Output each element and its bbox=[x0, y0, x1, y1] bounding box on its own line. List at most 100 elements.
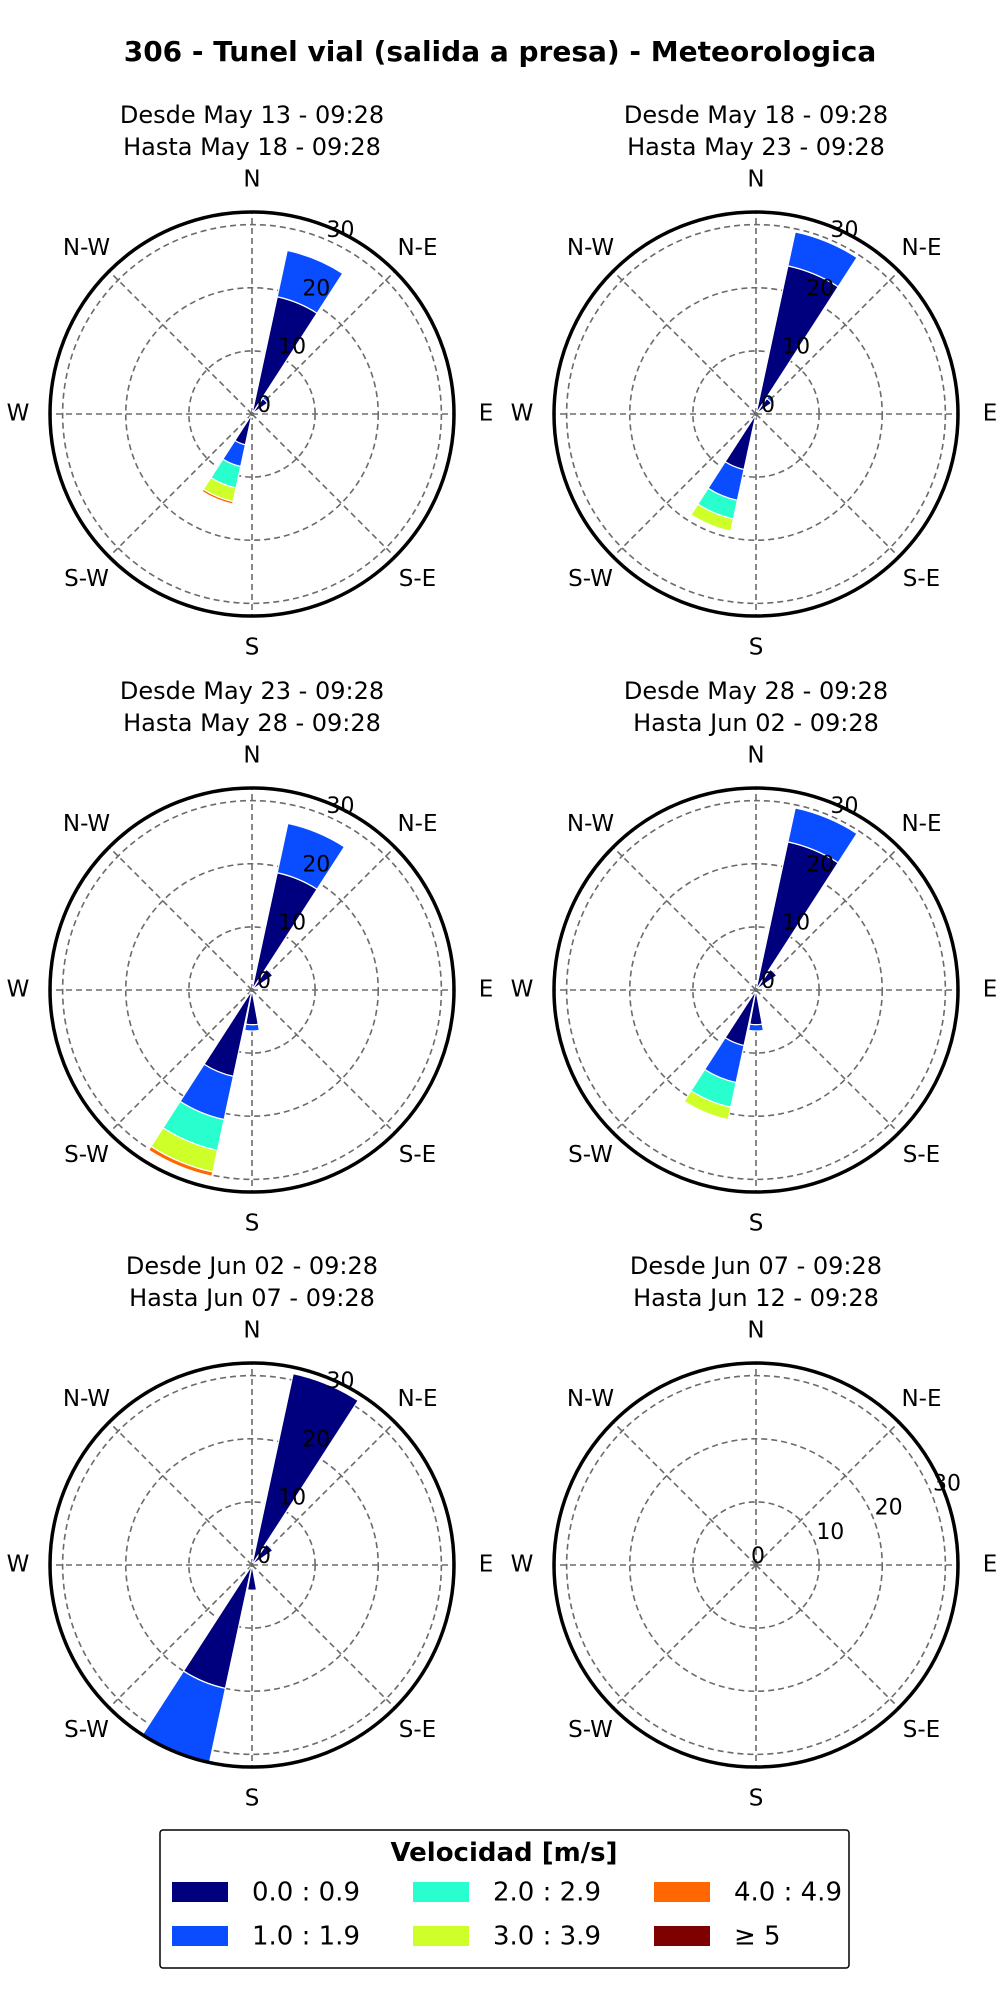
panel-title-to: Hasta Jun 02 - 09:28 bbox=[633, 709, 879, 737]
direction-label: E bbox=[983, 1552, 998, 1578]
direction-label: N bbox=[243, 743, 260, 769]
direction-label: S-E bbox=[399, 1142, 436, 1168]
wind-rose-wedge bbox=[747, 1023, 765, 1032]
angular-grid-line bbox=[108, 1564, 253, 1709]
panel-title-from: Desde Jun 07 - 09:28 bbox=[630, 1252, 882, 1280]
radial-grid-circle bbox=[565, 1374, 947, 1756]
angular-grid-line bbox=[251, 270, 396, 415]
figure-title: 306 - Tunel vial (salida a presa) - Mete… bbox=[124, 35, 877, 68]
direction-label: S-W bbox=[64, 566, 109, 592]
direction-label: S bbox=[749, 1786, 764, 1812]
polar-frame bbox=[48, 210, 456, 618]
direction-label: W bbox=[511, 977, 534, 1003]
direction-label: N-E bbox=[901, 235, 941, 261]
speed-legend: Velocidad [m/s] 0.0 : 0.9 2.0 : 2.9 4.0 : … bbox=[159, 1829, 850, 1969]
wind-rose-wedge bbox=[203, 989, 253, 1078]
angular-grid-line bbox=[612, 413, 757, 558]
direction-label: E bbox=[479, 977, 494, 1003]
wind-rose-panel: Desde May 13 - 09:28 Hasta May 18 - 09:28… bbox=[7, 101, 494, 661]
legend-label: 4.0 : 4.9 bbox=[734, 1878, 842, 1908]
wind-rose-wedge bbox=[251, 1372, 359, 1566]
direction-label: N bbox=[243, 167, 260, 193]
wind-rose-panel: Desde May 18 - 09:28 Hasta May 23 - 09:28… bbox=[511, 101, 998, 661]
angular-grid-line bbox=[251, 1564, 396, 1709]
direction-label: W bbox=[511, 1552, 534, 1578]
direction-label: S-W bbox=[568, 1717, 613, 1743]
wind-rose-wedge bbox=[765, 394, 776, 405]
radial-tick-label: 20 bbox=[806, 276, 834, 301]
panel-title-from: Desde May 23 - 09:28 bbox=[120, 677, 384, 705]
radial-tick-label: 10 bbox=[782, 335, 810, 360]
angular-grid-line bbox=[108, 989, 253, 1134]
wind-rose-wedge bbox=[246, 1564, 258, 1591]
wind-rose-wedge bbox=[724, 413, 757, 471]
radial-tick-label: 0 bbox=[761, 969, 775, 994]
radial-tick-label: 10 bbox=[278, 1486, 306, 1511]
direction-label: S bbox=[749, 1211, 764, 1237]
legend-label: 0.0 : 0.9 bbox=[252, 1878, 360, 1908]
legend-swatch bbox=[654, 1926, 710, 1946]
direction-label: S bbox=[245, 635, 260, 661]
wind-rose-wedge bbox=[251, 968, 274, 991]
legend-label: ≥ 5 bbox=[734, 1922, 781, 1952]
polar-frame bbox=[48, 786, 456, 1194]
legend-swatch bbox=[172, 1882, 228, 1902]
direction-label: W bbox=[511, 401, 534, 427]
radial-tick-label: 0 bbox=[761, 393, 775, 418]
angular-grid-line bbox=[612, 989, 757, 1134]
wind-rose-wedge bbox=[276, 249, 344, 315]
polar-frame bbox=[48, 1361, 456, 1769]
wind-rose-wedge bbox=[201, 488, 234, 505]
polar-frame bbox=[552, 786, 960, 1194]
radial-tick-label: 0 bbox=[257, 393, 271, 418]
radial-tick-label: 20 bbox=[302, 276, 330, 301]
radial-tick-label: 20 bbox=[875, 1496, 903, 1521]
direction-label: N-E bbox=[901, 811, 941, 837]
panel-title-from: Desde May 18 - 09:28 bbox=[624, 101, 888, 129]
angular-grid-line bbox=[755, 989, 900, 1134]
direction-label: E bbox=[479, 1552, 494, 1578]
direction-label: N-W bbox=[567, 811, 614, 837]
wind-rose-panel: Desde Jun 02 - 09:28 Hasta Jun 07 - 09:28… bbox=[7, 1252, 494, 1812]
angular-grid-line bbox=[251, 413, 396, 558]
angular-grid-line bbox=[612, 1564, 757, 1709]
polar-center bbox=[250, 412, 254, 416]
direction-label: S-E bbox=[903, 1142, 940, 1168]
legend-swatch bbox=[413, 1926, 469, 1946]
direction-label: S-W bbox=[64, 1142, 109, 1168]
direction-label: S-E bbox=[399, 566, 436, 592]
direction-label: N bbox=[747, 1318, 764, 1344]
legend-swatch bbox=[413, 1882, 469, 1902]
radial-tick-label: 30 bbox=[830, 794, 858, 819]
radial-grid-circle bbox=[124, 1437, 380, 1693]
radial-grid-circle bbox=[565, 223, 947, 605]
direction-label: W bbox=[7, 1552, 30, 1578]
direction-label: N-W bbox=[63, 1386, 110, 1412]
angular-grid-line bbox=[612, 846, 757, 991]
angular-grid-line bbox=[755, 846, 900, 991]
direction-label: S-E bbox=[399, 1717, 436, 1743]
direction-label: E bbox=[983, 977, 998, 1003]
wind-rose-wedge bbox=[755, 968, 778, 991]
direction-label: W bbox=[7, 977, 30, 1003]
legend-label: 3.0 : 3.9 bbox=[493, 1922, 601, 1952]
polar-frame bbox=[552, 210, 960, 618]
direction-label: S bbox=[245, 1211, 260, 1237]
angular-grid-line bbox=[755, 1564, 900, 1709]
radial-tick-label: 20 bbox=[806, 852, 834, 877]
radial-grid-circle bbox=[628, 286, 884, 542]
angular-grid-line bbox=[755, 270, 900, 415]
wind-rose-wedge bbox=[251, 1543, 274, 1566]
radial-tick-label: 0 bbox=[751, 1544, 765, 1569]
direction-label: N bbox=[243, 1318, 260, 1344]
wind-rose-wedge bbox=[141, 1670, 227, 1764]
wind-rose-panel: Desde May 28 - 09:28 Hasta Jun 02 - 09:28… bbox=[511, 677, 998, 1237]
polar-center bbox=[754, 988, 758, 992]
direction-label: E bbox=[983, 401, 998, 427]
legend-swatch bbox=[172, 1926, 228, 1946]
angular-grid-line bbox=[755, 1421, 900, 1566]
wind-rose-wedge bbox=[787, 807, 858, 864]
radial-tick-label: 10 bbox=[278, 335, 306, 360]
wind-rose-wedge bbox=[243, 1023, 261, 1032]
